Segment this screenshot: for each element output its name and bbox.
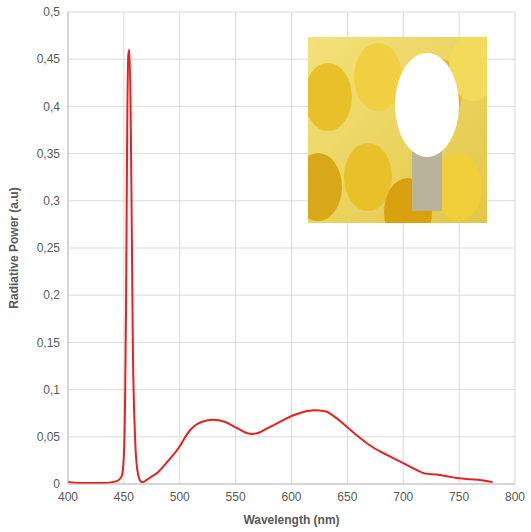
svg-text:0,1: 0,1 <box>43 383 60 397</box>
svg-text:750: 750 <box>449 490 469 504</box>
svg-text:800: 800 <box>505 490 525 504</box>
svg-text:500: 500 <box>170 490 190 504</box>
svg-text:0,3: 0,3 <box>43 194 60 208</box>
svg-text:0,5: 0,5 <box>43 5 60 19</box>
svg-text:0,45: 0,45 <box>37 52 61 66</box>
svg-text:600: 600 <box>281 490 301 504</box>
svg-text:Wavelength (nm): Wavelength (nm) <box>243 513 339 527</box>
svg-text:0,4: 0,4 <box>43 100 60 114</box>
svg-text:0: 0 <box>53 477 60 491</box>
svg-text:0,2: 0,2 <box>43 288 60 302</box>
svg-text:0,25: 0,25 <box>37 241 61 255</box>
svg-text:Radiative Power (a.u): Radiative Power (a.u) <box>7 187 21 308</box>
svg-text:0,05: 0,05 <box>37 430 61 444</box>
svg-text:0,35: 0,35 <box>37 147 61 161</box>
svg-text:400: 400 <box>58 490 78 504</box>
svg-text:650: 650 <box>337 490 357 504</box>
svg-text:0,15: 0,15 <box>37 336 61 350</box>
svg-text:450: 450 <box>114 490 134 504</box>
svg-text:550: 550 <box>226 490 246 504</box>
svg-text:700: 700 <box>393 490 413 504</box>
